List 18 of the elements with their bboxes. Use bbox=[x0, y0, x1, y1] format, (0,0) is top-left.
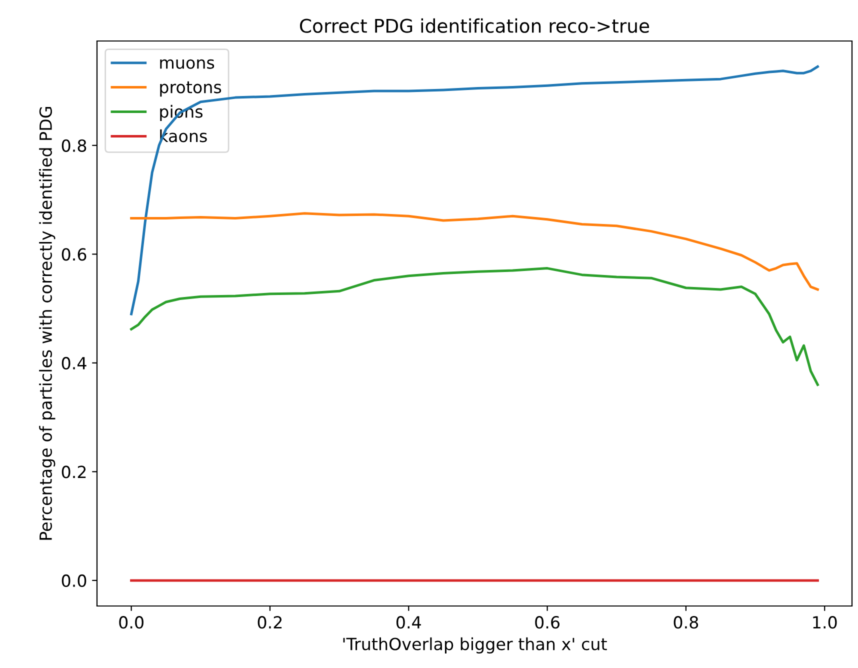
legend-label: protons bbox=[160, 81, 222, 97]
line-series bbox=[130, 212, 819, 291]
x-tick-label: 1.0 bbox=[813, 616, 837, 629]
legend-label: muons bbox=[160, 59, 214, 69]
y-tick-label: 0.4 bbox=[62, 356, 86, 370]
x-tick-label: 0.6 bbox=[535, 616, 560, 629]
x-tick-label: 0.0 bbox=[119, 616, 144, 629]
y-tick-label: 0.8 bbox=[62, 139, 86, 152]
x-tick-label: 0.4 bbox=[396, 616, 421, 629]
chart-title: Correct PDG identification reco->true bbox=[300, 18, 650, 33]
y-tick-label: 0.2 bbox=[62, 466, 86, 478]
x-axis-title: 'TruthOverlap bigger than x' cut bbox=[343, 637, 607, 654]
line-series bbox=[130, 267, 819, 386]
y-tick-label: 0.0 bbox=[62, 574, 86, 588]
x-tick-label: 0.2 bbox=[258, 616, 282, 629]
x-tick-label: 0.8 bbox=[674, 616, 698, 629]
y-tick-label: 0.6 bbox=[62, 248, 86, 261]
y-axis-title: Percentage of particles with correctly identified PDG bbox=[39, 107, 56, 540]
